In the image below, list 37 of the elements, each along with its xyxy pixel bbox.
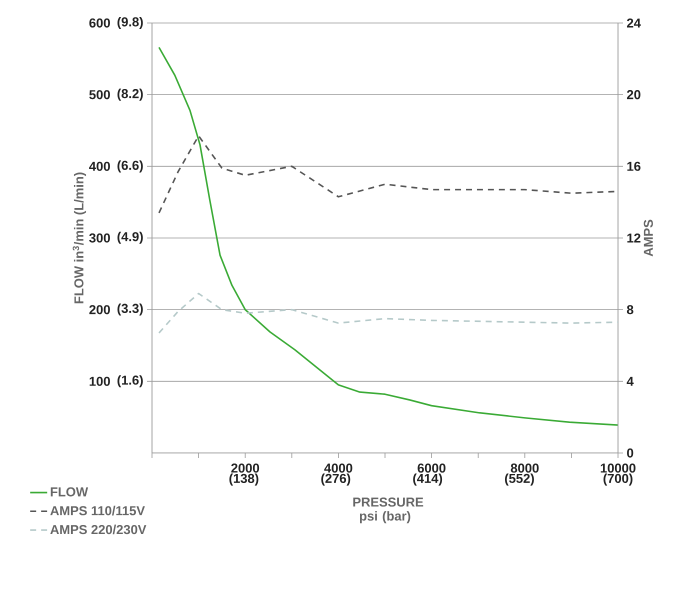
x-tick-label: 10000 xyxy=(600,464,636,473)
x2-tick-label: (138) xyxy=(229,474,258,486)
y-tick-label: 100 xyxy=(90,376,110,386)
y3-tick-label: (1.6) xyxy=(118,375,143,388)
y2-axis-title: AMPS xyxy=(644,220,653,256)
y-tick-label: 600 xyxy=(89,18,110,28)
x-tick-label: 6000 xyxy=(418,464,446,473)
y3-tick-label: (8.2) xyxy=(118,88,143,101)
y2-tick-label: 4 xyxy=(626,376,634,386)
y2-tick-label: 20 xyxy=(626,90,640,100)
y2-tick-label: 12 xyxy=(627,233,640,243)
y-axis-title: FLOW in$^{3}$/min (L/min) xyxy=(72,172,86,304)
legend-label: FLOW xyxy=(50,487,88,496)
y2-tick-label: 24 xyxy=(626,18,641,28)
x2-tick-label: (552) xyxy=(505,474,534,486)
x-tick-label: 8000 xyxy=(510,464,539,473)
line-series xyxy=(158,292,619,334)
x2-tick-label: (276) xyxy=(321,474,350,486)
y3-tick-label: (3.3) xyxy=(118,303,143,316)
x-tick-label: 2000 xyxy=(231,464,260,473)
y2-tick-label: 8 xyxy=(626,305,634,314)
line-series xyxy=(158,46,619,426)
y-tick-label: 500 xyxy=(89,90,110,100)
y-tick-label: 300 xyxy=(89,233,110,243)
y3-tick-label: (9.8) xyxy=(118,16,143,30)
y-tick-label: 200 xyxy=(89,305,110,314)
x2-tick-label: (414) xyxy=(413,474,442,486)
y2-tick-label: 16 xyxy=(627,162,640,171)
legend-label: AMPS 220/230V xyxy=(50,524,146,534)
y3-tick-label: (4.9) xyxy=(118,232,143,244)
x-axis-title: PRESSURE psi (bar) xyxy=(353,498,424,524)
y2-tick-label: 0 xyxy=(627,448,634,458)
x-tick-label: 4000 xyxy=(324,464,352,473)
legend-label: AMPS 110/115V xyxy=(50,506,145,516)
y3-tick-label: (6.6) xyxy=(118,160,143,172)
x2-tick-label: (700) xyxy=(604,474,632,486)
y-tick-label: 400 xyxy=(89,162,110,171)
